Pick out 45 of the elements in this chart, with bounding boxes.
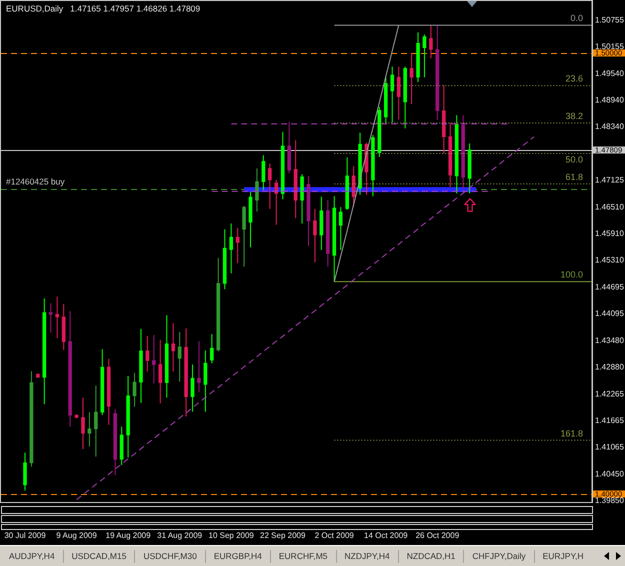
text: EURJPY,H <box>542 551 584 561</box>
text: EURGBP,H4 <box>214 551 262 561</box>
y-tick-label: 1.47125 <box>595 175 624 184</box>
y-tick-label: 1.41065 <box>595 442 624 452</box>
y-tick-label: 1.42265 <box>595 389 624 398</box>
x-tick-label: 22 Sep 2009 <box>260 531 306 540</box>
y-tick-label: 1.48340 <box>595 122 624 131</box>
series-label: 100.0 <box>560 270 583 280</box>
y-tick-label: 1.45310 <box>595 255 624 264</box>
y-tick-label: 1.44695 <box>595 282 624 292</box>
y-tick-label: 1.44095 <box>595 308 624 318</box>
y-tick-label: 1.45910 <box>595 228 624 238</box>
y-tick-label: 1.49540 <box>595 68 624 78</box>
x-tick-label: 9 Aug 2009 <box>56 531 98 540</box>
series-label: 38.2 <box>565 111 583 122</box>
y-tick-label: 1.41665 <box>595 416 624 425</box>
series-label: 50.0 <box>565 154 583 164</box>
y-tick-label: 1.50155 <box>595 42 624 51</box>
y-tick-label: 1.40450 <box>595 469 624 478</box>
text: NZDJPY,H4 <box>344 551 390 561</box>
series-label: 0.0 <box>570 13 583 24</box>
x-tick-label: 2 Oct 2009 <box>314 531 354 540</box>
ref-line-label: #12460425 buy <box>6 176 66 187</box>
text: USDCAD,M15 <box>72 551 126 561</box>
x-tick-label: 10 Sep 2009 <box>208 531 254 540</box>
series-label: 23.6 <box>565 74 583 84</box>
x-tick-label: 31 Aug 2009 <box>157 531 203 540</box>
y-tick-label: 1.42880 <box>595 362 624 372</box>
text: AUDJPY,H4 <box>9 551 55 561</box>
text: USDCHF,M30 <box>143 551 197 561</box>
series-label: 61.8 <box>565 172 583 182</box>
x-tick-label: 14 Oct 2009 <box>364 531 408 540</box>
series-label: 161.8 <box>560 428 583 438</box>
text: CHFJPY,Daily <box>472 551 526 561</box>
x-tick-label: 30 Jul 2009 <box>4 531 46 540</box>
text: NZDCAD,H1 <box>406 551 456 561</box>
x-tick-label: 26 Oct 2009 <box>416 531 460 540</box>
y-tick-label: 1.50755 <box>595 15 624 24</box>
chart-title: EURUSD,Daily <box>6 3 64 14</box>
y-tick-label: 1.48940 <box>595 95 624 104</box>
x-tick-label: 19 Aug 2009 <box>106 531 152 540</box>
y-tick-label: 1.43480 <box>595 336 624 345</box>
chart-subtitle: 1.47165 1.47957 1.46826 1.47809 <box>70 3 200 14</box>
y-tick-label: 1.46510 <box>595 202 624 212</box>
text: EURCHF,M5 <box>278 551 328 561</box>
